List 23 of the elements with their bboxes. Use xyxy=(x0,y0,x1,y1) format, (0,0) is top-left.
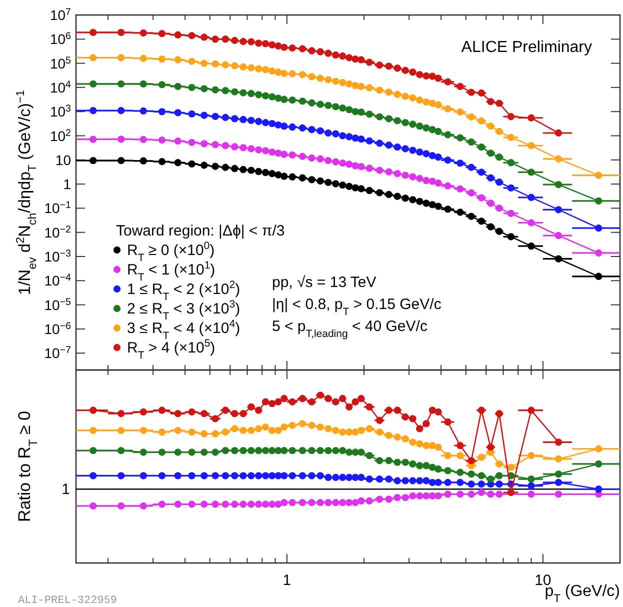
y-tick-label: 10$^{−4}$ xyxy=(44,272,72,289)
y-tick-label: 10$^{−3}$ xyxy=(44,248,72,265)
annotation: 5 < p$_{T,leading}$ < 40 GeV/c xyxy=(272,318,428,340)
y-tick-label: 1 xyxy=(63,176,72,192)
y-tick-label: 10$^{−6}$ xyxy=(44,320,72,337)
legend-label: R$_{T}$ > 4 (×10$^{5}$) xyxy=(127,338,216,362)
y-tick-label: 10 xyxy=(55,152,72,168)
y-tick-label: 10$^{3}$ xyxy=(50,103,72,120)
y-tick-label: 10$^{−2}$ xyxy=(44,224,71,240)
y-tick-label: 10$^{−5}$ xyxy=(44,296,72,313)
y-tick-label: 10$^{7}$ xyxy=(50,6,71,23)
annotation: pp, √s = 13 TeV xyxy=(272,274,376,291)
y-tick-label: 10$^{−7}$ xyxy=(44,344,71,362)
annotation: ALICE Preliminary xyxy=(461,39,592,56)
y-tick-label: 10$^{4}$ xyxy=(50,78,72,96)
annotation: |η| < 0.8, p$_{T}$ > 0.15 GeV/c xyxy=(272,296,442,318)
y-tick-label: 10$^{−1}$ xyxy=(44,200,71,216)
legend-title: Toward region: |Δϕ| < π/3 xyxy=(116,222,285,240)
legend-label: R$_{T}$ < 1 (×10$^{1}$) xyxy=(127,260,216,284)
y-tick-label: 10$^{2}$ xyxy=(50,127,71,144)
text: ALI-PREL-322959 xyxy=(18,595,118,607)
y-tick-label: 10$^{5}$ xyxy=(50,54,72,72)
y-tick-label: 10$^{6}$ xyxy=(50,30,72,48)
